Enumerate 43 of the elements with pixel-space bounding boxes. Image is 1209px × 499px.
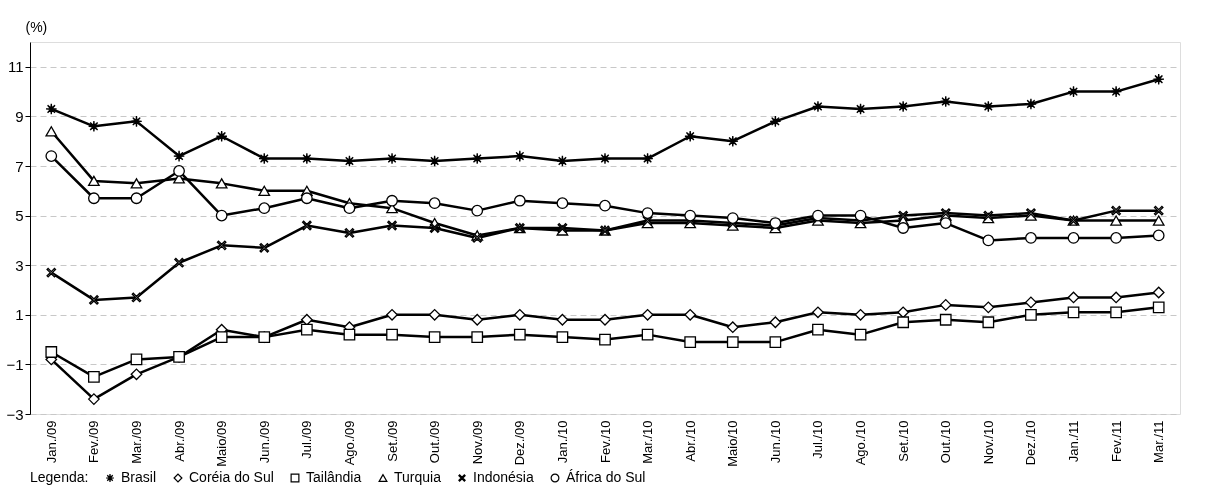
x-tick-label: Out./09 <box>427 420 443 464</box>
y-tick-label: 9 <box>15 107 24 125</box>
y-tick-label: −1 <box>6 355 24 373</box>
x-tick-label: Maio/10 <box>725 420 741 467</box>
x-tick-label: Dez./10 <box>1023 420 1039 466</box>
x-tick-label: Jun./09 <box>256 420 272 464</box>
y-tick-label: 1 <box>15 306 24 324</box>
legend-label: África do Sul <box>566 469 646 485</box>
legend-label: Tailândia <box>306 469 362 485</box>
x-tick-label: Jun./10 <box>767 420 783 464</box>
y-axis-title: (%) <box>25 18 48 35</box>
x-tick-label: Dez./09 <box>512 420 528 466</box>
x-tick-label: Set./10 <box>895 420 911 462</box>
x-tick-label: Mar./10 <box>640 420 656 464</box>
x-tick-label: Fev./09 <box>86 420 102 463</box>
x-tick-label: Jan./09 <box>43 420 59 464</box>
x-tick-label: Abr./09 <box>171 420 187 462</box>
x-tick-label: Ago./10 <box>853 420 869 466</box>
y-tick-label: −3 <box>6 405 24 423</box>
y-tick-label: 11 <box>7 58 24 76</box>
x-tick-label: Out./10 <box>938 420 954 464</box>
x-tick-label: Ago./09 <box>341 420 357 466</box>
x-tick-label: Jul./09 <box>299 420 315 459</box>
legend-label: Turquia <box>394 469 442 485</box>
x-tick-label: Set./09 <box>384 420 400 462</box>
x-tick-label: Mar./09 <box>128 420 144 464</box>
x-tick-label: Fev./11 <box>1108 420 1124 462</box>
x-tick-label: Fev./10 <box>597 420 613 463</box>
y-tick-label: 5 <box>15 207 24 225</box>
x-tick-label: Mar./11 <box>1151 420 1167 463</box>
legend-title: Legenda: <box>30 469 89 485</box>
legend-label: Coréia do Sul <box>189 469 274 485</box>
y-tick-label: 7 <box>15 157 24 175</box>
x-tick-label: Jan./10 <box>554 420 570 464</box>
x-tick-label: Jan./11 <box>1066 420 1082 463</box>
legend-label: Brasil <box>121 469 157 485</box>
x-tick-label: Nov./09 <box>469 420 485 465</box>
x-tick-label: Nov./10 <box>980 420 996 465</box>
x-tick-label: Jul./10 <box>810 420 826 459</box>
x-tick-label: Abr./10 <box>682 420 698 462</box>
y-tick-label: 3 <box>15 256 24 274</box>
legend-label: Indonésia <box>473 469 534 485</box>
x-tick-label: Maio/09 <box>214 420 230 467</box>
